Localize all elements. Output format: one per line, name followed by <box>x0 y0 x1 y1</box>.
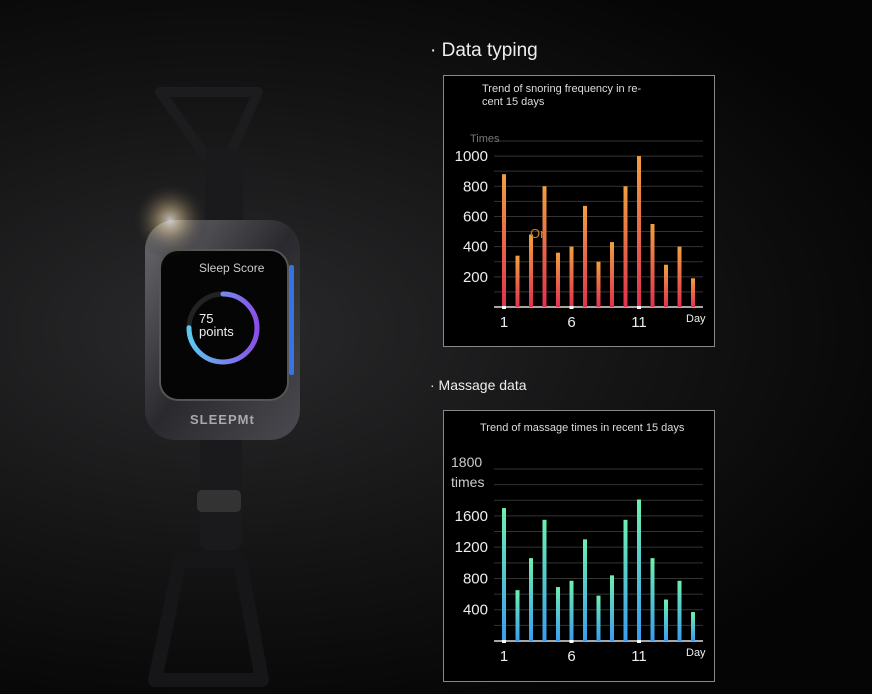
bar-day-6 <box>569 246 574 307</box>
bar-day-10 <box>623 519 628 641</box>
bar-day-3 <box>529 234 533 307</box>
x-tick-label: 1 <box>500 648 508 665</box>
y-tick-label: 800 <box>463 570 488 587</box>
bar-day-11 <box>637 156 641 307</box>
y-tick-label: 1600 <box>455 508 488 525</box>
score-unit: points <box>199 324 234 339</box>
bar-day-15 <box>691 278 695 307</box>
bar-day-8 <box>596 595 601 641</box>
x-tick-label: 6 <box>567 314 575 331</box>
bar-day-1 <box>502 174 506 307</box>
bar-day-4 <box>542 519 547 641</box>
watch-illustration <box>130 87 300 687</box>
bar-day-9 <box>610 575 614 641</box>
bar-day-15 <box>691 612 695 641</box>
bar-day-2 <box>515 590 520 641</box>
x-tick-label: 11 <box>631 314 647 331</box>
bar-day-14 <box>677 580 682 641</box>
x-tick <box>502 640 506 643</box>
bar-day-10 <box>623 186 628 307</box>
y-tick-label: 400 <box>463 239 488 256</box>
bar-day-11 <box>637 499 641 641</box>
sleep-score-title: Sleep Score <box>199 261 265 275</box>
x-tick-label: 1 <box>500 314 508 331</box>
bar-day-13 <box>664 264 668 307</box>
y-tick-label: 800 <box>463 178 488 195</box>
smartwatch-product-image: Sleep Score 75 points SLEEPMt <box>0 0 420 694</box>
x-tick <box>569 640 574 643</box>
snoring-frequency-chart: Trend of snoring frequency in re-cent 15… <box>443 75 715 347</box>
y-axis-label: Times <box>470 133 500 145</box>
x-tick <box>502 306 506 309</box>
x-axis-label: Day <box>686 313 706 325</box>
x-tick-label: 6 <box>567 648 575 665</box>
bar-day-5 <box>556 252 560 307</box>
section-title-massage-data: · Massage data <box>430 377 527 393</box>
bar-day-1 <box>502 508 506 641</box>
chart-title: Trend of snoring frequency in re- <box>482 83 642 95</box>
sleep-score-value: 75 points <box>199 312 234 338</box>
sleep-score-ring <box>186 291 260 365</box>
bar-day-8 <box>596 261 601 307</box>
y-tick-label: 400 <box>463 602 488 619</box>
x-axis-label: Day <box>686 647 706 659</box>
bar-day-12 <box>650 224 655 307</box>
bar-day-7 <box>583 205 587 307</box>
bar-day-2 <box>515 255 520 307</box>
y-tick-label: 600 <box>463 208 488 225</box>
massage-times-chart: Trend of massage times in recent 15 days… <box>443 410 715 682</box>
y-axis-label: 1800 <box>451 454 482 470</box>
bar-day-7 <box>583 539 587 641</box>
bar-day-3 <box>529 558 533 641</box>
x-tick <box>637 640 641 643</box>
brand-logo: SLEEPMt <box>190 412 255 427</box>
chart-title: Trend of massage times in recent 15 days <box>480 422 685 434</box>
x-tick-label: 11 <box>631 648 647 665</box>
bar-day-4 <box>542 186 547 307</box>
bar-day-12 <box>650 558 655 641</box>
x-tick <box>569 306 574 309</box>
y-axis-label: times <box>451 474 484 490</box>
y-tick-label: 1000 <box>455 148 488 165</box>
bar-day-6 <box>569 580 574 641</box>
y-tick-label: 1200 <box>455 539 488 556</box>
bar-day-14 <box>677 246 682 307</box>
bar-day-13 <box>664 599 668 641</box>
score-number: 75 <box>199 311 214 326</box>
section-title-data-typing: · Data typing <box>430 40 538 61</box>
chart-title: cent 15 days <box>482 96 545 108</box>
y-tick-label: 200 <box>463 269 488 286</box>
bar-day-5 <box>556 587 560 641</box>
overlay-text: On <box>530 226 547 241</box>
bar-day-9 <box>610 242 614 307</box>
x-tick <box>637 306 641 309</box>
